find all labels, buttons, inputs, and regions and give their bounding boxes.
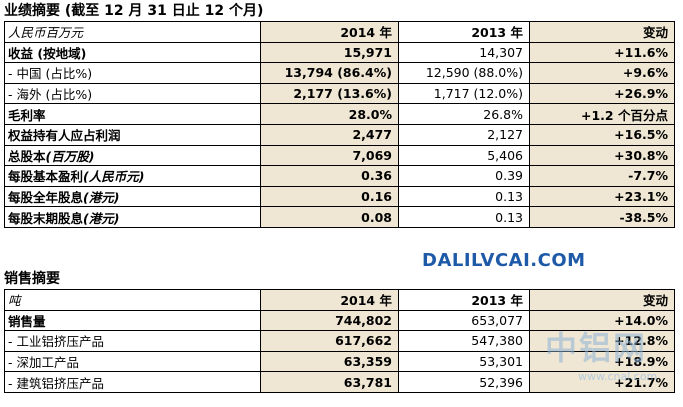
value-2013: 2,127	[398, 124, 529, 145]
row-label-unit: (人民币元)	[83, 169, 145, 185]
value-2014: 15,971	[260, 42, 398, 63]
header-2013: 2013 年	[398, 290, 529, 310]
value-2013: 0.13	[398, 207, 529, 227]
value-2014: 0.36	[260, 166, 398, 186]
value-2013: 14,307	[398, 42, 529, 63]
value-change: +18.9%	[529, 351, 675, 372]
cnal-watermark-url: www.cnal.com	[578, 370, 658, 383]
value-change: +16.5%	[529, 124, 675, 145]
value-2014: 0.08	[260, 207, 398, 227]
table-row: - 中国 (占比%) 13,794 (86.4%) 12,590 (88.0%)…	[4, 63, 675, 84]
row-label-main: 每股基本盈利	[8, 169, 84, 185]
value-2013: 547,380	[398, 331, 529, 351]
value-change: +11.6%	[529, 42, 675, 63]
table-header: 人民币百万元 2014 年 2013 年 变动	[4, 21, 675, 43]
table-row: 收益 (按地域) 15,971 14,307 +11.6%	[4, 42, 675, 64]
row-label: 毛利率	[4, 104, 260, 124]
value-2014: 2,477	[260, 124, 398, 145]
row-label: - 深加工产品	[4, 351, 260, 372]
value-2014: 28.0%	[260, 104, 398, 124]
header-2014: 2014 年	[260, 290, 398, 310]
table-row: 权益持有人应占利润 2,477 2,127 +16.5%	[4, 124, 675, 146]
value-change: +12.8%	[529, 331, 675, 351]
table-row: 销售量 744,802 653,077 +14.0%	[4, 310, 675, 332]
row-label-unit: (百万股)	[45, 148, 95, 164]
value-change: +21.7%	[529, 372, 675, 392]
value-change: -7.7%	[529, 166, 675, 186]
results-summary-table: 人民币百万元 2014 年 2013 年 变动 收益 (按地域) 15,971 …	[4, 21, 675, 228]
value-2013: 1,717 (12.0%)	[398, 83, 529, 104]
value-2013: 5,406	[398, 145, 529, 166]
cnal-watermark-logo: 中铝网	[545, 329, 648, 367]
table-row: 总股本 (百万股) 7,069 5,406 +30.8%	[4, 145, 675, 167]
row-label-unit: (港元)	[83, 210, 120, 226]
table-row: 每股基本盈利 (人民币元) 0.36 0.39 -7.7%	[4, 166, 675, 187]
row-label-main: 每股末期股息	[8, 210, 84, 226]
value-2013: 53,301	[398, 351, 529, 372]
row-label: 销售量	[4, 310, 260, 331]
value-2014: 13,794 (86.4%)	[260, 63, 398, 83]
row-label: - 海外 (占比%)	[4, 83, 260, 104]
row-label-main: 总股本	[8, 148, 46, 164]
table-row: 每股全年股息 (港元) 0.16 0.13 +23.1%	[4, 186, 675, 208]
unit-label: 人民币百万元	[4, 22, 260, 42]
value-2013: 52,396	[398, 372, 529, 392]
value-2014: 63,359	[260, 351, 398, 372]
sales-summary-title: 销售摘要	[4, 271, 60, 287]
value-change: +1.2 个百分点	[529, 104, 675, 124]
sales-summary-table: 吨 2014 年 2013 年 变动 销售量 744,802 653,077 +…	[4, 289, 675, 393]
table-header: 吨 2014 年 2013 年 变动	[4, 289, 675, 311]
row-label: - 中国 (占比%)	[4, 63, 260, 83]
site-watermark: DALILVCAI.COM	[422, 250, 586, 271]
table-row: 每股末期股息 (港元) 0.08 0.13 -38.5%	[4, 207, 675, 228]
table-row: - 建筑铝挤压产品 63,781 52,396 +21.7%	[4, 372, 675, 393]
value-change: -38.5%	[529, 207, 675, 227]
value-2013: 0.13	[398, 186, 529, 207]
value-2014: 0.16	[260, 186, 398, 207]
header-2014: 2014 年	[260, 22, 398, 42]
results-summary-title: 业绩摘要 (截至 12 月 31 日止 12 个月)	[4, 3, 264, 19]
header-2013: 2013 年	[398, 22, 529, 42]
row-label: - 工业铝挤压产品	[4, 331, 260, 351]
value-change: +30.8%	[529, 145, 675, 166]
unit-label: 吨	[4, 290, 260, 310]
row-label: 总股本 (百万股)	[4, 145, 260, 166]
value-2013: 12,590 (88.0%)	[398, 63, 529, 83]
header-change: 变动	[529, 22, 675, 42]
value-2013: 0.39	[398, 166, 529, 186]
table-row: - 深加工产品 63,359 53,301 +18.9%	[4, 351, 675, 373]
row-label: 收益 (按地域)	[4, 42, 260, 63]
row-label: - 建筑铝挤压产品	[4, 372, 260, 392]
row-label: 权益持有人应占利润	[4, 124, 260, 145]
row-label: 每股全年股息 (港元)	[4, 186, 260, 207]
value-change: +9.6%	[529, 63, 675, 83]
value-2014: 744,802	[260, 310, 398, 331]
header-change: 变动	[529, 290, 675, 310]
row-label: 每股末期股息 (港元)	[4, 207, 260, 227]
value-change: +26.9%	[529, 83, 675, 104]
row-label: 每股基本盈利 (人民币元)	[4, 166, 260, 186]
value-2013: 653,077	[398, 310, 529, 331]
table-row: - 工业铝挤压产品 617,662 547,380 +12.8%	[4, 331, 675, 352]
value-2014: 63,781	[260, 372, 398, 392]
value-change: +23.1%	[529, 186, 675, 207]
row-label-main: 每股全年股息	[8, 190, 84, 206]
row-label-unit: (港元)	[83, 190, 120, 206]
value-2014: 7,069	[260, 145, 398, 166]
value-change: +14.0%	[529, 310, 675, 331]
value-2013: 26.8%	[398, 104, 529, 124]
table-row: 毛利率 28.0% 26.8% +1.2 个百分点	[4, 104, 675, 125]
value-2014: 617,662	[260, 331, 398, 351]
value-2014: 2,177 (13.6%)	[260, 83, 398, 104]
table-row: - 海外 (占比%) 2,177 (13.6%) 1,717 (12.0%) +…	[4, 83, 675, 105]
